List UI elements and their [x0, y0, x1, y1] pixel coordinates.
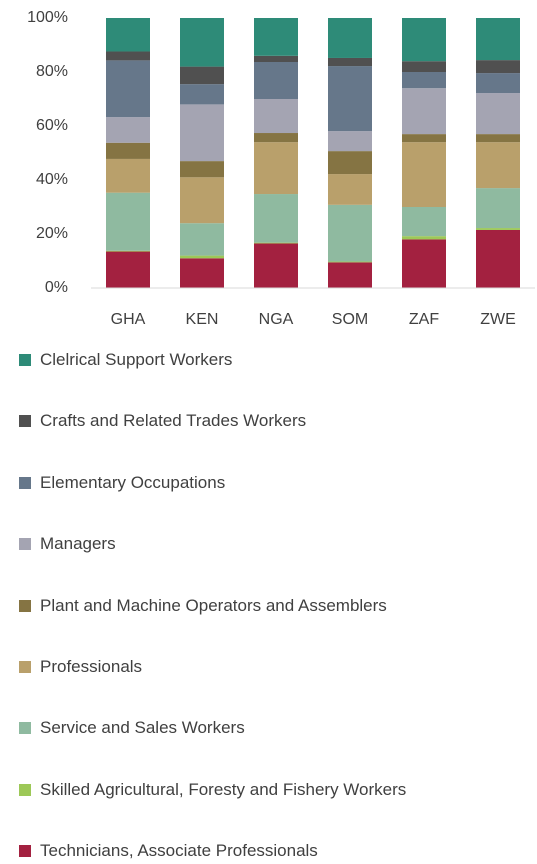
bar-segment: [180, 104, 224, 162]
bar-segment: [328, 261, 372, 263]
y-tick-label: 100%: [27, 9, 68, 26]
bar-segment: [254, 55, 298, 63]
bar-segment: [476, 73, 520, 94]
y-tick-label: 40%: [36, 171, 68, 188]
bar-segment: [402, 207, 446, 237]
bar-segment: [476, 142, 520, 189]
legend-swatch: [19, 845, 31, 858]
legend-swatch: [19, 783, 31, 796]
bar-segment: [476, 93, 520, 135]
legend-swatch: [19, 661, 31, 673]
bar-segment: [254, 194, 298, 243]
bar-segment: [106, 117, 150, 143]
bar-segment: [106, 60, 150, 118]
bar-segment: [402, 142, 446, 207]
legend-label: Professionals: [40, 657, 143, 676]
y-tick-label: 20%: [36, 225, 68, 242]
legend-item: Professionals: [19, 654, 449, 680]
bar-segment: [402, 72, 446, 89]
bar-segment: [476, 188, 520, 229]
bar-segment: [476, 229, 520, 288]
bar-segment: [106, 192, 150, 251]
bar-segment: [254, 243, 298, 288]
bar-segment: [254, 133, 298, 143]
bar-segment: [254, 242, 298, 244]
chart: 0% 20% 40% 60% 80% 100% GHA KEN NGA SOM ZAF ZWE: [27, 9, 535, 328]
legend-swatch: [19, 354, 31, 366]
legend-item: Managers: [19, 531, 449, 557]
bar-segment: [180, 177, 224, 224]
legend-swatch: [19, 476, 31, 489]
bar-segment: [180, 223, 224, 256]
bar-segment: [328, 131, 372, 152]
legend-item: Clelrical Support Workers: [19, 347, 449, 373]
bar-segment: [106, 51, 150, 61]
legend-label: Technicians, Associate Professionals: [40, 841, 318, 861]
x-tick-label: KEN: [186, 311, 219, 328]
y-tick-label: 60%: [36, 117, 68, 134]
bar-segment: [180, 66, 224, 85]
bar-segment: [328, 174, 372, 205]
y-tick-label: 0%: [45, 279, 68, 296]
bar-segment: [328, 262, 372, 288]
legend-item: Plant and Machine Operators and Assemble…: [19, 593, 449, 619]
legend-item: Skilled Agricultural, Foresty and Fisher…: [19, 777, 449, 803]
bar-segment: [328, 18, 372, 58]
x-tick-label: ZAF: [409, 311, 439, 328]
bar-segment: [106, 158, 150, 193]
legend-swatch: [19, 599, 31, 612]
legend-label: Elementary Occupations: [40, 472, 226, 492]
bar-segment: [476, 60, 520, 74]
bar-segment: [254, 18, 298, 56]
bar-segment: [328, 151, 372, 175]
legend-item: Crafts and Related Trades Workers: [19, 408, 449, 434]
x-tick-label: SOM: [332, 311, 368, 328]
bar-segment: [106, 142, 150, 159]
bar-segment: [180, 84, 224, 105]
bar-segment: [402, 239, 446, 288]
x-tick-label: ZWE: [480, 311, 516, 328]
bar-segment: [106, 18, 150, 52]
bar-segment: [180, 161, 224, 178]
legend-swatch: [19, 415, 31, 428]
legend-item: Elementary Occupations: [19, 470, 449, 496]
bar-segment: [254, 62, 298, 99]
x-tick-label: NGA: [259, 311, 294, 328]
bar-segment: [106, 251, 150, 288]
bar-segment: [106, 250, 150, 252]
legend-label: Service and Sales Workers: [40, 718, 245, 738]
legend-label: Managers: [40, 534, 116, 554]
bar-segment: [180, 18, 224, 67]
bar-segment: [328, 204, 372, 262]
legend-item: Technicians, Associate Professionals: [19, 838, 449, 864]
x-tick-label: GHA: [111, 311, 146, 328]
legend-label: Skilled Agricultural, Foresty and Fisher…: [40, 779, 407, 799]
bar-segment: [476, 134, 520, 143]
bar-segment: [476, 18, 520, 61]
bar-segment: [402, 236, 446, 240]
bar-segment: [254, 99, 298, 134]
bar-segment: [402, 61, 446, 72]
bar-segment: [402, 88, 446, 135]
legend-label: Clelrical Support Workers: [40, 350, 233, 369]
bar-segment: [180, 258, 224, 288]
bar-segment: [328, 66, 372, 132]
legend-swatch: [19, 538, 31, 551]
legend-item: Service and Sales Workers: [19, 715, 449, 741]
legend-label: Crafts and Related Trades Workers: [40, 411, 307, 431]
bar-segment: [328, 57, 372, 67]
bar-segment: [180, 255, 224, 259]
legend-swatch: [19, 722, 31, 735]
bar-segment: [254, 142, 298, 195]
bar-segment: [402, 134, 446, 143]
y-tick-label: 80%: [36, 63, 68, 80]
legend-label: Plant and Machine Operators and Assemble…: [40, 595, 387, 615]
bar-segment: [476, 228, 520, 230]
bar-segment: [402, 18, 446, 62]
